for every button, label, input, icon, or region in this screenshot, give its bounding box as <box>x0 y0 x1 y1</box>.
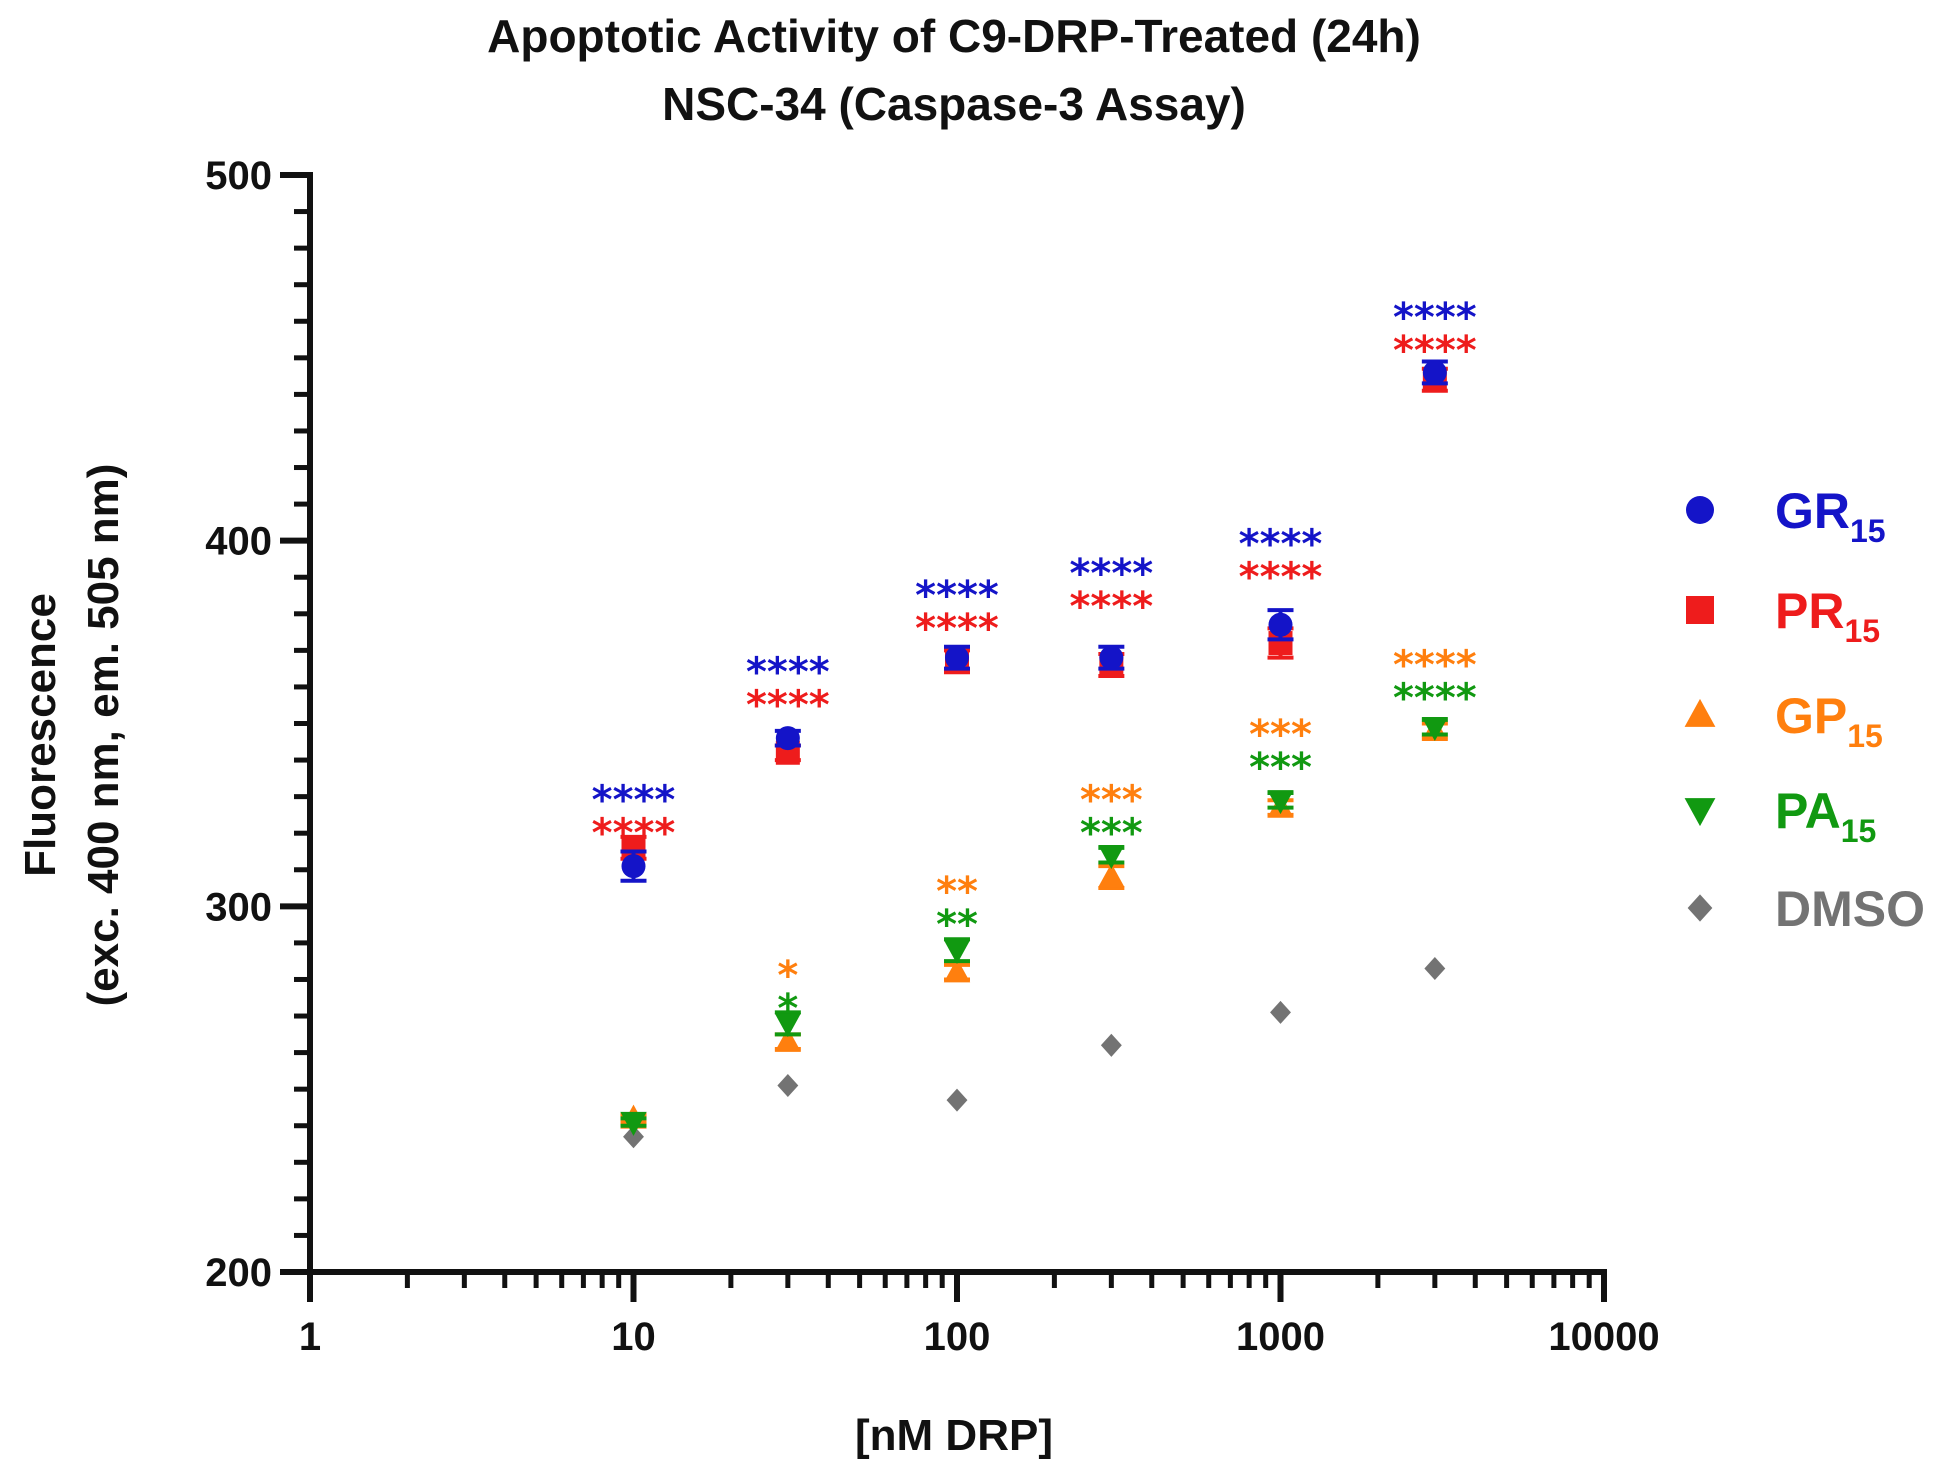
pa15-point <box>943 940 971 965</box>
significance-label: **** <box>746 683 830 729</box>
dmso-point <box>777 1073 799 1098</box>
significance-label: **** <box>1393 295 1477 341</box>
x-tick-label: 10000 <box>1548 1315 1659 1359</box>
y-tick-label: 200 <box>205 1251 272 1295</box>
significance-label: **** <box>1393 675 1477 721</box>
x-tick-label: 100 <box>924 1315 991 1359</box>
chart-title-line-1: Apoptotic Activity of C9-DRP-Treated (24… <box>487 10 1421 62</box>
significance-label: **** <box>746 650 830 696</box>
significance-label: **** <box>1393 642 1477 688</box>
y-tick-label: 300 <box>205 885 272 929</box>
pa15-point <box>1098 844 1125 869</box>
significance-label: *** <box>1249 712 1312 758</box>
legend-label-gp15: GP15 <box>1775 688 1883 754</box>
x-tick-label: 10 <box>611 1315 656 1359</box>
gr15-point <box>621 854 646 879</box>
significance-label: **** <box>915 573 999 619</box>
significance-label: * <box>777 986 798 1032</box>
gp15-point <box>943 958 971 983</box>
significance-label: **** <box>1070 551 1154 597</box>
x-axis-title: [nM DRP] <box>855 1411 1053 1460</box>
y-axis-title-line-1: Fluorescence <box>16 593 65 877</box>
significance-label: **** <box>1393 328 1477 374</box>
significance-label: ** <box>936 869 978 915</box>
dmso-point <box>946 1088 968 1112</box>
pa15-point <box>774 1013 802 1038</box>
significance-label: *** <box>1080 778 1143 824</box>
y-tick-label: 400 <box>205 520 272 564</box>
pa15-point <box>620 1111 647 1136</box>
legend-marker-gr15 <box>1686 496 1714 524</box>
gr15-point <box>775 726 800 751</box>
gr15-point <box>945 645 969 670</box>
significance-label: *** <box>1249 745 1312 791</box>
significance-label: **** <box>592 778 676 824</box>
legend-marker-dmso <box>1687 894 1713 922</box>
pa15-point <box>1421 716 1449 741</box>
x-tick-label: 1000 <box>1236 1315 1325 1359</box>
legend-label-pr15: PR15 <box>1775 583 1880 649</box>
significance-label: **** <box>1239 555 1323 601</box>
gr15-point <box>1422 360 1447 385</box>
dmso-point <box>1270 1000 1291 1024</box>
y-axis-title-line-2: (exc. 400 nm, em. 505 nm) <box>79 464 128 1007</box>
significance-label: **** <box>1070 584 1154 630</box>
pa15-point <box>1267 790 1294 815</box>
significance-label: *** <box>1080 811 1143 857</box>
gr15-point <box>1268 612 1293 637</box>
significance-label: **** <box>915 606 999 652</box>
legend-label-dmso: DMSO <box>1775 881 1925 937</box>
data-marks <box>620 359 1449 1149</box>
significance-label: **** <box>1239 522 1323 568</box>
legend-marker-gp15 <box>1684 698 1716 727</box>
legend: GR15 PR15 GP15 PA15 DMSO <box>1684 483 1925 937</box>
y-tick-label: 500 <box>205 154 272 198</box>
gp15-point <box>1098 863 1125 888</box>
significance-label: ** <box>936 902 978 948</box>
significance-label: **** <box>592 811 676 857</box>
dmso-point <box>1100 1033 1122 1057</box>
gp15-point <box>774 1027 802 1052</box>
dmso-point <box>1424 956 1446 981</box>
significance-label: * <box>777 953 798 999</box>
significance-annotations: ****************************************… <box>592 295 1477 1032</box>
legend-marker-pa15 <box>1684 798 1716 827</box>
x-tick-label: 1 <box>299 1315 321 1359</box>
legend-label-pa15: PA15 <box>1775 783 1876 849</box>
dmso-point <box>623 1125 644 1149</box>
gr15-point <box>1099 645 1124 670</box>
axis-ticks: 200 300 400 500 1 10 100 1000 10000 <box>205 154 1659 1359</box>
legend-label-gr15: GR15 <box>1775 483 1886 549</box>
chart-title-line-2: NSC-34 (Caspase-3 Assay) <box>662 78 1246 130</box>
legend-marker-pr15 <box>1686 596 1714 624</box>
